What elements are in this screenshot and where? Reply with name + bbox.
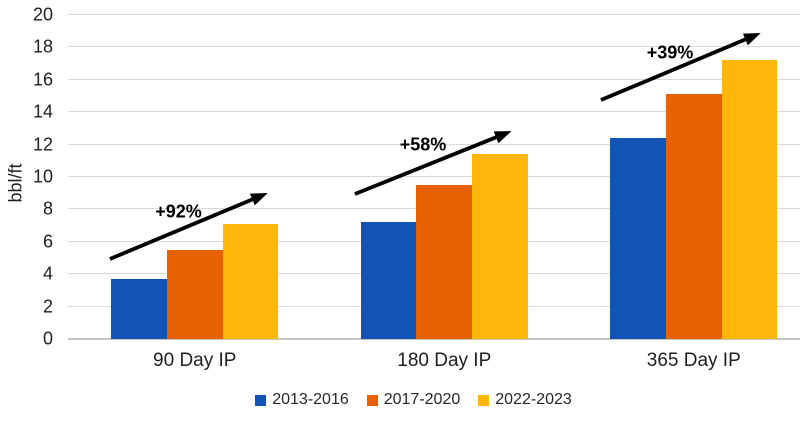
- legend: 2013-2016 2017-2020 2022-2023: [0, 391, 800, 409]
- gridline: [68, 78, 800, 80]
- legend-label: 2013-2016: [272, 391, 349, 408]
- y-axis-title: bbl/ft: [5, 163, 26, 203]
- annotation-label: +58%: [399, 134, 447, 155]
- bar: [665, 94, 722, 339]
- legend-label: 2022-2023: [495, 391, 572, 408]
- y-tick-label: 16: [32, 69, 53, 90]
- bar: [416, 185, 473, 339]
- annotation-label: +92%: [155, 201, 202, 221]
- gridline: [68, 338, 800, 340]
- bar: [610, 138, 666, 339]
- bar: [111, 279, 167, 339]
- legend-swatch: [255, 394, 267, 406]
- annotation-label: +39%: [646, 42, 694, 63]
- y-tick-label: 0: [42, 328, 53, 349]
- bar: [166, 249, 223, 339]
- gridline: [68, 14, 800, 15]
- bar: [721, 60, 778, 339]
- legend-label: 2017-2020: [383, 391, 461, 408]
- y-tick-label: 10: [32, 166, 53, 187]
- category-label: 90 Day IP: [153, 350, 237, 371]
- y-tick-label: 18: [32, 37, 53, 58]
- legend-swatch: [366, 394, 378, 406]
- category-label: 180 Day IP: [397, 350, 492, 371]
- bar: [472, 154, 528, 339]
- y-tick-label: 14: [32, 101, 53, 122]
- legend-item: 2013-2016: [255, 391, 349, 409]
- legend-swatch: [478, 394, 490, 406]
- y-tick-label: 6: [42, 231, 53, 252]
- gridline: [68, 46, 800, 48]
- legend-item: 2022-2023: [478, 391, 572, 409]
- bar: [222, 223, 279, 339]
- legend-item: 2017-2020: [366, 391, 461, 409]
- y-tick-label: 20: [32, 4, 53, 25]
- y-tick-label: 2: [42, 296, 53, 317]
- y-tick-label: 12: [32, 134, 53, 155]
- y-tick-label: 4: [42, 263, 53, 284]
- gridline: [68, 111, 800, 113]
- category-label: 365 Day IP: [646, 350, 741, 371]
- bar: [360, 222, 417, 339]
- y-tick-label: 8: [42, 199, 53, 220]
